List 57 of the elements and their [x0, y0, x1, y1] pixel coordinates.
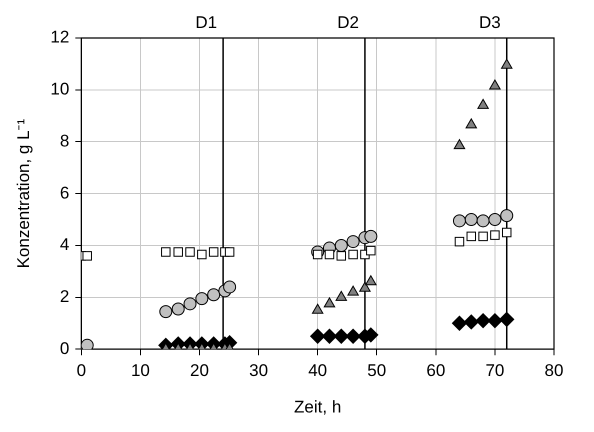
point [364, 230, 378, 243]
point [452, 316, 467, 331]
x-tick-label: 50 [367, 361, 386, 380]
ref-line-label: D3 [478, 13, 501, 32]
y-tick-label: 8 [60, 131, 70, 150]
x-tick-label: 30 [249, 361, 268, 380]
point [347, 286, 359, 296]
x-axis-title: Zeit, h [294, 397, 342, 416]
point [207, 288, 220, 302]
x-tick-label: 40 [308, 361, 328, 380]
point [502, 228, 512, 238]
x-tick-label: 80 [544, 361, 564, 380]
point [197, 250, 207, 260]
point [365, 275, 377, 286]
point [346, 328, 361, 344]
point [452, 214, 466, 228]
point [184, 297, 197, 310]
y-tick-label: 10 [50, 80, 70, 99]
point [359, 282, 371, 292]
point [81, 338, 94, 350]
point [499, 312, 514, 327]
point [334, 238, 348, 252]
point [324, 250, 334, 260]
x-tick-label: 0 [76, 361, 86, 380]
x-tick-label: 70 [485, 361, 504, 380]
point [488, 213, 502, 226]
point [322, 328, 337, 344]
y-tick-label: 6 [60, 183, 70, 202]
point [334, 328, 349, 344]
ref-line-label: D1 [195, 13, 218, 32]
x-tick-label: 10 [130, 361, 150, 380]
point [82, 251, 92, 261]
point [336, 290, 347, 301]
y-tick-label: 2 [60, 287, 70, 306]
point [500, 209, 514, 222]
y-axis-title: Konzentration, g L⁻¹ [14, 118, 33, 268]
x-tick-label: 60 [426, 361, 446, 380]
point [487, 313, 502, 328]
point [464, 314, 479, 330]
point [476, 313, 491, 328]
point [159, 305, 172, 318]
y-tick-label: 0 [60, 338, 70, 358]
point [310, 328, 326, 344]
point [490, 230, 500, 240]
point [476, 214, 490, 228]
point [324, 297, 336, 308]
point [172, 302, 185, 316]
point [464, 213, 478, 226]
point [346, 235, 360, 248]
y-tick-label: 12 [50, 28, 70, 47]
point [312, 304, 324, 314]
ref-line-label: D2 [337, 13, 359, 32]
point [223, 280, 236, 294]
point [195, 292, 208, 306]
x-tick-label: 20 [190, 361, 209, 380]
y-tick-label: 4 [60, 235, 70, 254]
point [366, 246, 376, 256]
